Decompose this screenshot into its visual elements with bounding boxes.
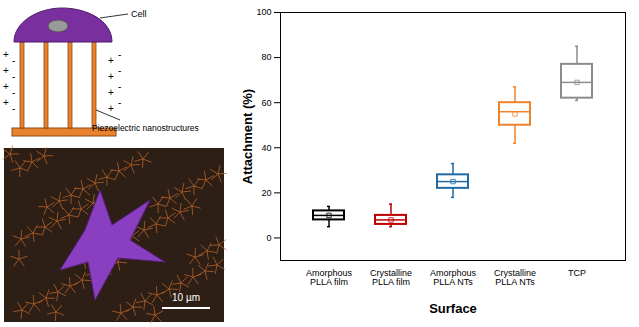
svg-text:20: 20 [261,188,271,198]
svg-text:-: - [118,49,121,60]
svg-text:+: + [3,97,9,108]
svg-text:-: - [12,103,15,114]
svg-text:0: 0 [266,233,271,243]
svg-text:-: - [118,81,121,92]
svg-text:10 µm: 10 µm [172,292,200,303]
svg-text:+: + [3,65,9,76]
svg-text:60: 60 [261,98,271,108]
svg-text:-: - [12,87,15,98]
svg-text:Piezoelectric nanostructures: Piezoelectric nanostructures [92,123,199,133]
svg-text:+: + [3,81,9,92]
svg-text:+: + [108,71,114,82]
svg-text:Surface: Surface [429,301,477,316]
svg-text:+: + [108,87,114,98]
svg-text:80: 80 [261,52,271,62]
svg-text:+: + [3,49,9,60]
svg-text:Attachment (%): Attachment (%) [240,89,255,184]
svg-text:CrystallinePLLA film: CrystallinePLLA film [370,268,412,287]
svg-text:100: 100 [256,7,271,17]
svg-text:+: + [108,55,114,66]
svg-text:40: 40 [261,143,271,153]
svg-text:-: - [118,97,121,108]
svg-text:TCP: TCP [568,268,586,278]
svg-text:AmorphousPLLA NTs: AmorphousPLLA NTs [430,268,477,287]
svg-text:AmorphousPLLA film: AmorphousPLLA film [306,268,353,287]
svg-text:CrystallinePLLA NTs: CrystallinePLLA NTs [494,268,536,287]
svg-text:-: - [12,71,15,82]
svg-text:-: - [12,55,15,66]
svg-text:Cell: Cell [131,9,147,19]
svg-text:-: - [118,65,121,76]
svg-text:+: + [108,103,114,114]
